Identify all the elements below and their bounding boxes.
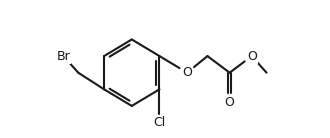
Text: O: O <box>225 96 235 109</box>
Text: O: O <box>182 66 192 79</box>
Text: Cl: Cl <box>153 116 166 129</box>
Text: O: O <box>247 50 257 63</box>
Text: Br: Br <box>56 50 70 63</box>
